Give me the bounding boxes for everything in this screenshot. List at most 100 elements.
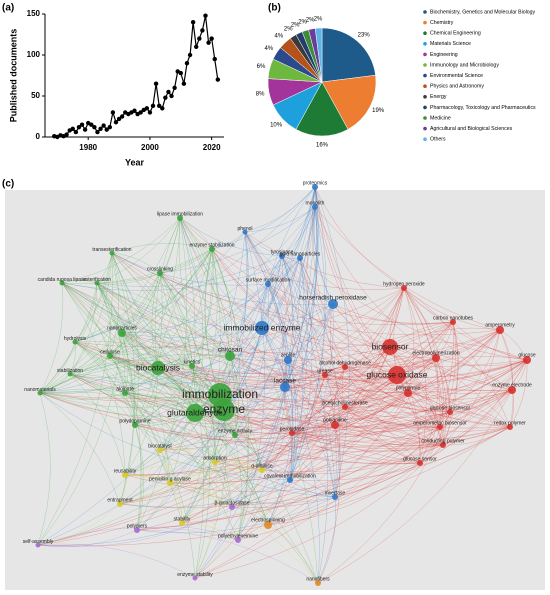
- legend-swatch: [423, 31, 427, 35]
- network-edge: [499, 329, 513, 391]
- network-edge: [96, 282, 136, 426]
- network-edge: [281, 255, 451, 413]
- network-edge: [61, 282, 409, 394]
- network-edge: [169, 482, 319, 584]
- network-edge: [74, 341, 239, 541]
- network-edge: [124, 327, 263, 394]
- network-edge: [289, 303, 334, 481]
- network-edge: [499, 329, 514, 428]
- network-edge: [449, 411, 511, 428]
- network-edge: [291, 374, 398, 434]
- slice-label: 2%: [314, 17, 323, 23]
- network-edge: [396, 356, 528, 376]
- legend-swatch: [423, 126, 427, 131]
- network-edge: [61, 248, 213, 284]
- data-point: [197, 36, 202, 41]
- x-tick-label: 2000: [141, 143, 159, 152]
- network-node: [331, 421, 339, 429]
- network-edge: [439, 321, 456, 428]
- network-edge: [69, 373, 421, 464]
- network-edge: [289, 406, 346, 481]
- network-edge: [181, 469, 263, 524]
- data-point: [113, 120, 119, 125]
- network-edge: [61, 257, 301, 291]
- network-edge: [109, 217, 181, 357]
- network-edge: [329, 303, 346, 408]
- y-tick-label: 150: [27, 9, 41, 18]
- node-label: electropolymerization: [412, 350, 459, 356]
- network-edge: [344, 366, 513, 394]
- network-edge: [407, 392, 444, 446]
- network-edge: [281, 255, 334, 305]
- network-edge: [124, 474, 171, 484]
- legend-swatch: [423, 73, 427, 78]
- network-edge: [109, 355, 263, 471]
- network-edge: [244, 186, 316, 233]
- node-label: nanomaterials: [24, 387, 56, 393]
- network-edge: [211, 248, 405, 290]
- network-edge: [111, 252, 161, 274]
- network-edge: [157, 367, 421, 464]
- network-edge: [159, 248, 213, 451]
- network-node: [289, 430, 295, 436]
- network-edge: [136, 529, 319, 584]
- network-edge: [442, 321, 459, 446]
- slice-label: 6%: [257, 64, 266, 70]
- node-label: conducting polymer: [421, 438, 465, 444]
- network-edge: [314, 206, 444, 446]
- network-edge: [109, 355, 216, 463]
- network-node: [440, 442, 446, 448]
- network-edge: [157, 367, 236, 436]
- network-edge: [244, 231, 405, 289]
- network-edge: [244, 231, 283, 257]
- data-point: [203, 13, 208, 18]
- network-edge: [154, 217, 181, 369]
- network-edge: [74, 282, 98, 343]
- data-point: [209, 36, 214, 41]
- network-edge: [317, 496, 336, 584]
- network-edge: [111, 252, 221, 396]
- network-edge: [181, 366, 346, 524]
- network-edge: [314, 206, 437, 359]
- network-edge: [74, 186, 316, 343]
- network-edge: [111, 252, 291, 481]
- network-edge: [449, 359, 528, 413]
- data-point: [76, 124, 82, 130]
- network-edge: [194, 359, 528, 419]
- network-edge: [119, 434, 236, 505]
- node-label: horseradish peroxidase: [299, 295, 367, 302]
- network-edge: [181, 287, 405, 524]
- network-edge: [403, 287, 441, 428]
- network-edge: [267, 257, 301, 285]
- network-edge: [159, 287, 405, 451]
- network-edge: [334, 329, 501, 426]
- network-edge: [344, 366, 409, 394]
- network-node: [235, 537, 241, 543]
- network-edge: [124, 449, 161, 476]
- network-edge: [194, 412, 293, 434]
- network-edge: [39, 363, 193, 394]
- network-edge: [181, 355, 231, 524]
- network-edge: [109, 346, 231, 357]
- slice-label: 2%: [306, 18, 315, 24]
- network-edge: [37, 346, 391, 546]
- node-label: polyethyleneimine: [218, 533, 258, 539]
- network-edge: [119, 332, 135, 505]
- network-node: [284, 356, 292, 364]
- network-node: [328, 299, 338, 309]
- network-edge: [211, 248, 232, 357]
- network-edge: [69, 360, 193, 375]
- network-edge: [109, 355, 136, 426]
- network-node: [496, 326, 504, 334]
- network-edge: [291, 426, 511, 447]
- network-edge: [191, 206, 316, 367]
- network-edge: [124, 432, 293, 476]
- node-label: biocatalyst: [148, 443, 172, 449]
- network-node: [229, 504, 235, 510]
- network-edge: [341, 366, 346, 408]
- network-edge: [435, 357, 528, 367]
- network-edge: [281, 255, 294, 361]
- network-edge: [37, 406, 346, 546]
- data-point: [116, 116, 122, 122]
- data-point: [184, 61, 190, 66]
